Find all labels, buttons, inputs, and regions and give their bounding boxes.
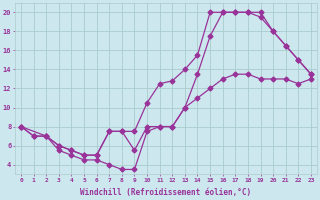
X-axis label: Windchill (Refroidissement éolien,°C): Windchill (Refroidissement éolien,°C)	[80, 188, 252, 197]
